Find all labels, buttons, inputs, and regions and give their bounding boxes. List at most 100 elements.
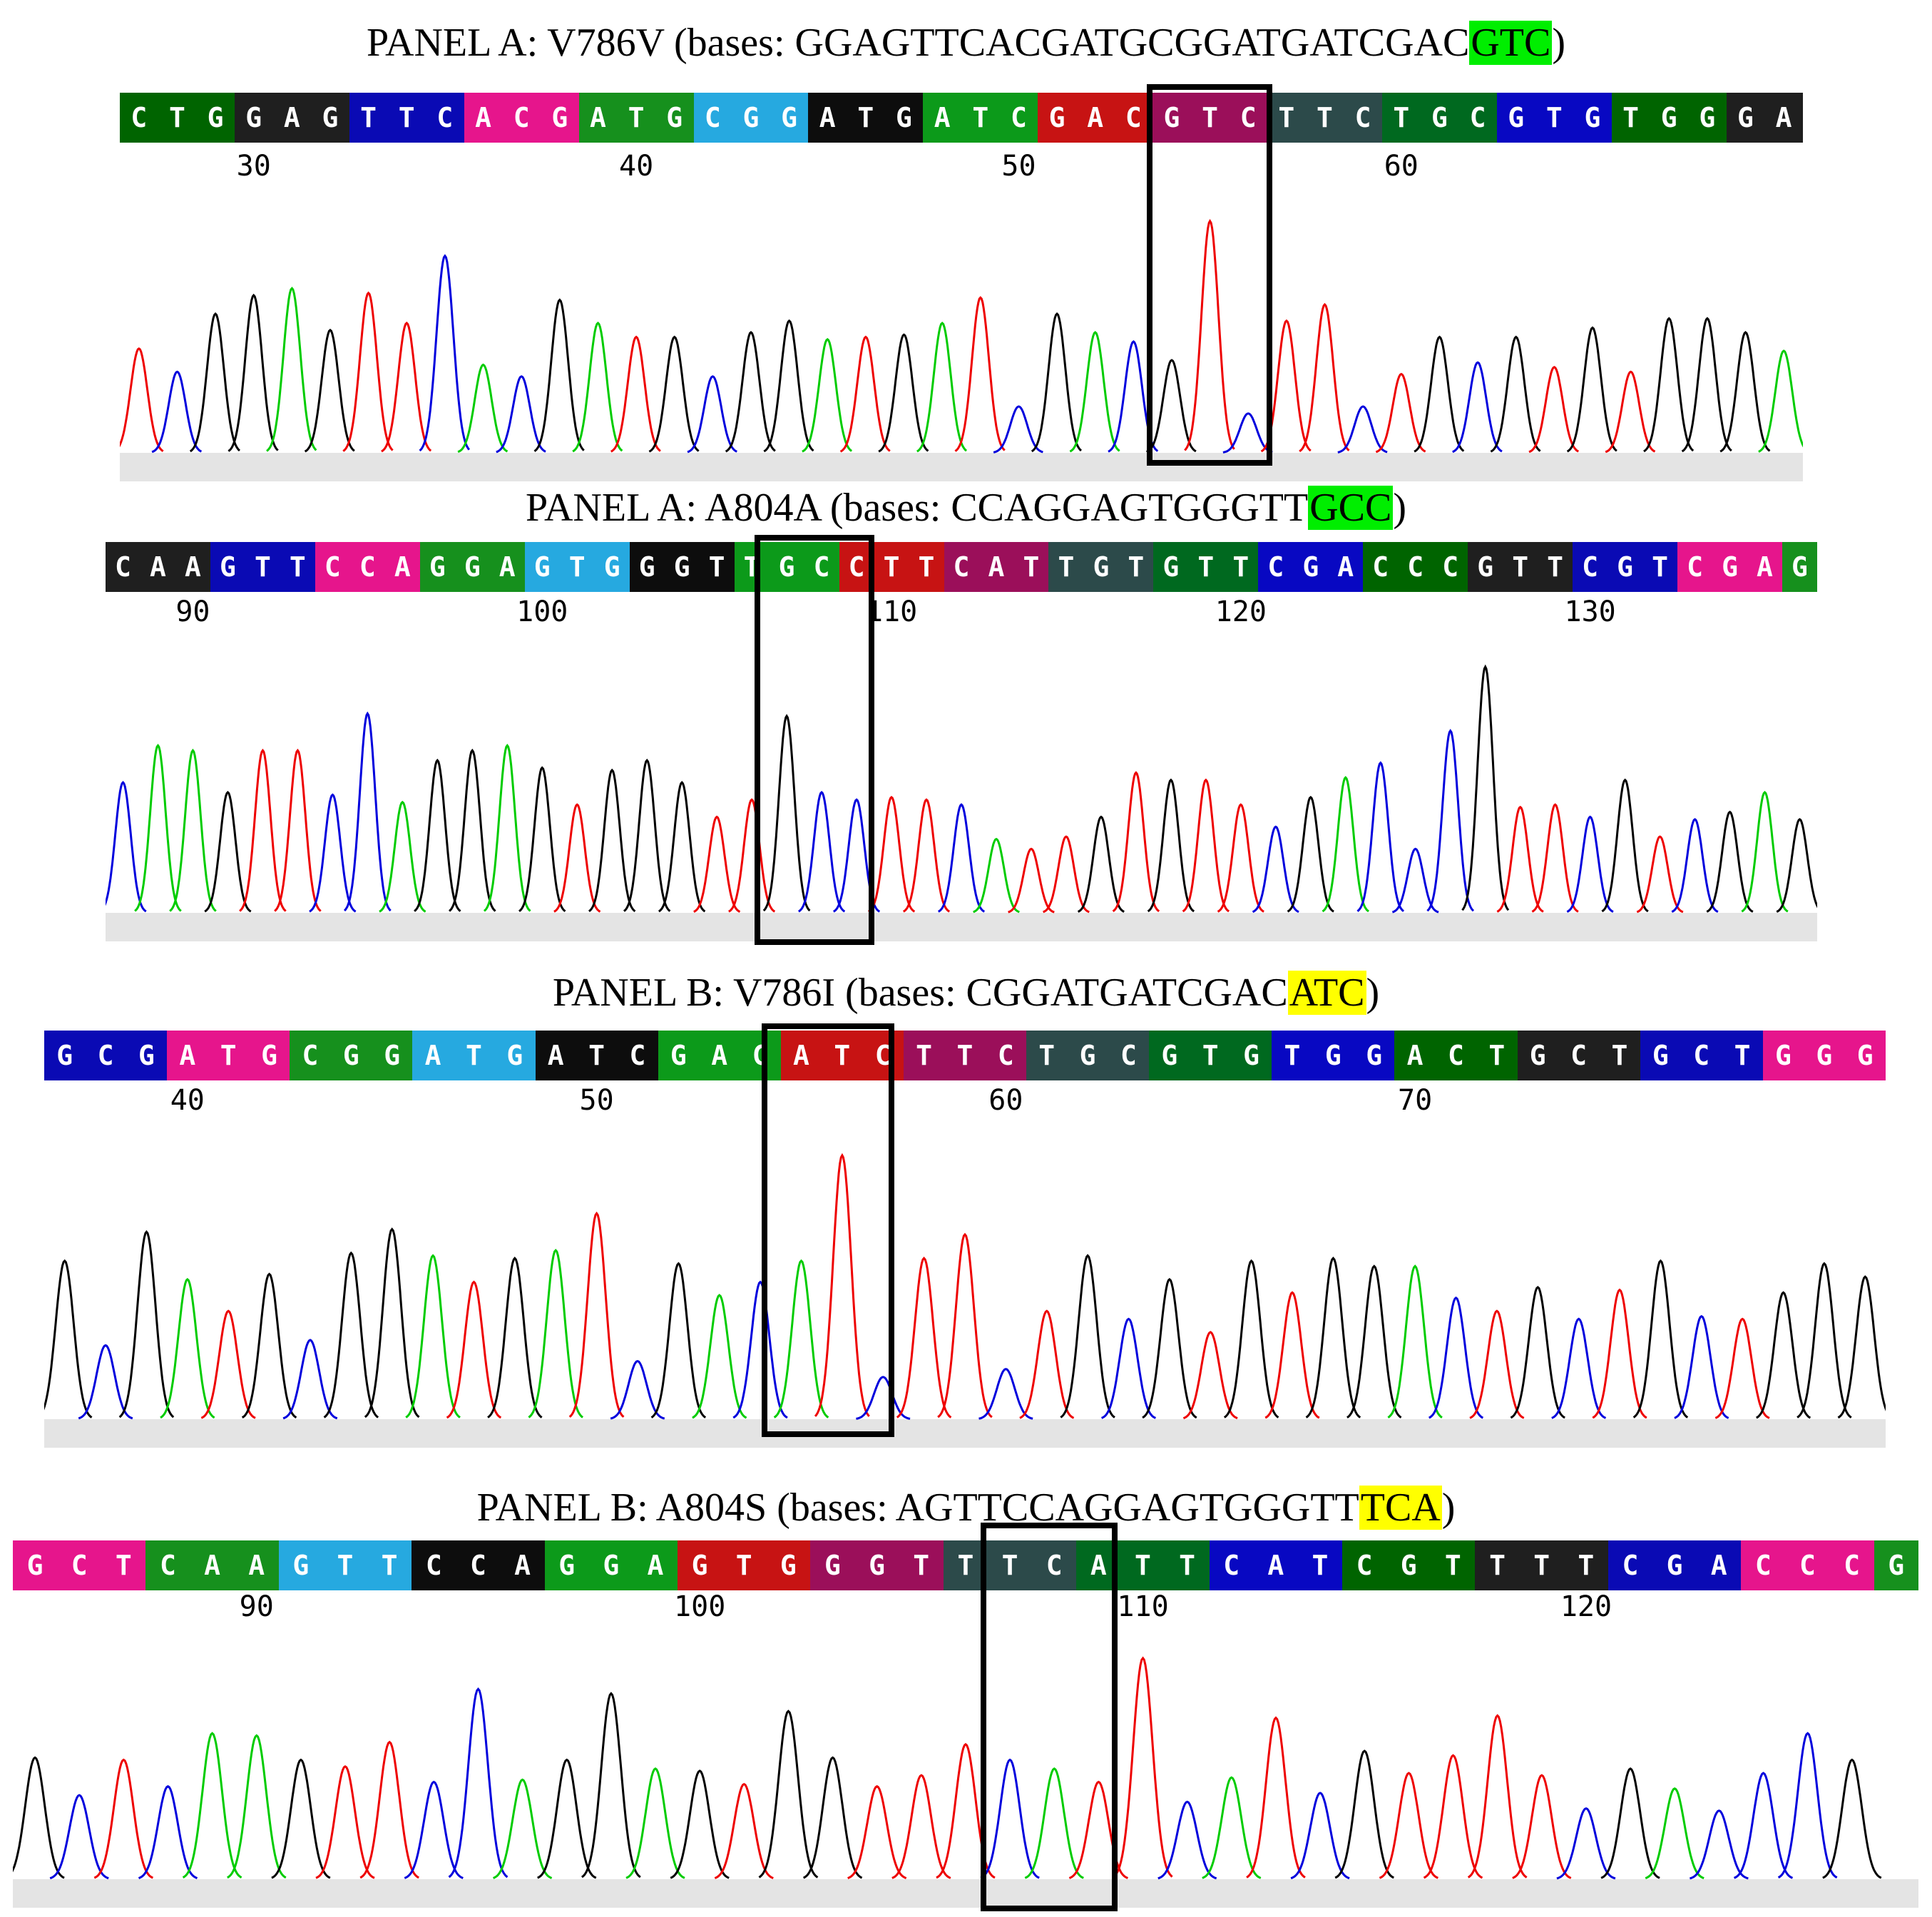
- trace-peak: [487, 1257, 543, 1418]
- base-call-letter: G: [670, 1040, 687, 1071]
- trace-peak: [1024, 1767, 1084, 1879]
- base-call-letter: G: [1792, 551, 1808, 583]
- base-call-letter: C: [1223, 1550, 1240, 1581]
- base-call-letter: C: [1046, 1550, 1063, 1581]
- position-tick-label: 60: [988, 1084, 1023, 1117]
- base-call-letter: C: [513, 102, 530, 133]
- trace-peak: [1217, 803, 1264, 913]
- trace-peak: [169, 748, 217, 912]
- position-tick-label: 100: [674, 1590, 726, 1623]
- trace-peak: [1758, 349, 1803, 453]
- position-tick-label: 90: [239, 1590, 274, 1623]
- base-call-letter: T: [465, 1040, 482, 1071]
- position-ruler: 90 100 110 120 130: [106, 595, 1817, 638]
- panel-title: PANEL B: A804S (bases: AGTTCCAGGAGTGGGTT…: [0, 1485, 1932, 1530]
- position-ruler: 90 100 110 120: [13, 1590, 1918, 1633]
- trace-peak: [1147, 778, 1195, 913]
- trace-peak: [1714, 1317, 1770, 1419]
- base-call-letter: G: [1652, 1040, 1669, 1071]
- trace-peak: [49, 1794, 109, 1880]
- trace-peak: [493, 1778, 553, 1879]
- base-call-letter: G: [1660, 102, 1677, 133]
- trace-peak: [978, 1368, 1033, 1420]
- title-prefix: PANEL B: V786I (bases: CGGATGATCGAC: [552, 971, 1288, 1015]
- trace-peak: [553, 803, 601, 913]
- trace-peak: [670, 1769, 730, 1879]
- base-call-letter: T: [834, 1040, 851, 1071]
- title-suffix: ): [1441, 1486, 1456, 1530]
- trace-peak: [1531, 803, 1579, 913]
- trace-peak: [457, 363, 508, 453]
- trace-peak: [1305, 1257, 1361, 1418]
- base-call-letter: C: [1693, 1040, 1710, 1071]
- trace-peak: [623, 758, 671, 912]
- trace-peak: [773, 1259, 829, 1418]
- base-call-letter: C: [71, 1550, 88, 1581]
- trace-peak: [625, 1767, 685, 1879]
- trace-peak: [814, 1152, 870, 1417]
- base-call-letter: G: [26, 1550, 44, 1581]
- base-call-letter: G: [1163, 102, 1180, 133]
- base-call-letter: G: [1666, 1550, 1683, 1581]
- base-call-letter: T: [1489, 1550, 1506, 1581]
- base-call-letter: A: [248, 1550, 265, 1581]
- base-call-letter: T: [360, 102, 377, 133]
- trace-peak: [118, 1230, 175, 1418]
- base-call-letter: G: [1366, 1040, 1383, 1071]
- base-call-letter: T: [1545, 102, 1563, 133]
- trace-peak: [1756, 1291, 1811, 1419]
- trace-peak: [1264, 1291, 1320, 1419]
- trace-peak: [993, 405, 1043, 454]
- base-call-letter: C: [1240, 102, 1257, 133]
- trace-peak: [1777, 1732, 1838, 1878]
- trace-peak: [414, 758, 461, 912]
- position-tick-label: 130: [1564, 595, 1616, 628]
- base-call-letter: G: [1816, 1040, 1833, 1071]
- trace-peak: [160, 1277, 215, 1419]
- trace-peak: [937, 1232, 993, 1418]
- trace-peak: [200, 1309, 256, 1419]
- title-highlight: GCC: [1308, 486, 1394, 530]
- base-call-letter: T: [918, 551, 935, 583]
- base-call-letter: A: [1406, 1040, 1424, 1071]
- base-call-letter: C: [1120, 1040, 1137, 1071]
- trace-peak: [1733, 1772, 1794, 1879]
- chromatogram-panel: PANEL B: A804S (bases: AGTTCCAGGAGTGGGTT…: [0, 1476, 1932, 1917]
- base-call-letter: T: [628, 102, 645, 133]
- trace-peak: [1031, 312, 1082, 453]
- base-call-letter: T: [1393, 102, 1410, 133]
- base-call-letter: A: [1267, 1550, 1284, 1581]
- base-call-letter: T: [857, 102, 874, 133]
- base-call-letter: G: [551, 102, 568, 133]
- trace-peak: [1690, 1809, 1749, 1880]
- trace-peak: [1008, 847, 1055, 914]
- trace-peak: [528, 1248, 583, 1418]
- trace-peak: [342, 291, 394, 452]
- title-suffix: ): [1393, 486, 1406, 530]
- trace-peak: [182, 1732, 242, 1878]
- trace-peak: [106, 780, 147, 913]
- base-call-letter: T: [1312, 1550, 1329, 1581]
- chromatogram-panel: PANEL B: V786I (bases: CGGATGATCGACATC) …: [0, 970, 1932, 1483]
- trace-peak: [1636, 835, 1684, 914]
- base-call-letter: C: [704, 102, 721, 133]
- trace-peak: [1452, 361, 1503, 453]
- base-call-letter: T: [289, 551, 306, 583]
- base-call-letter: G: [666, 102, 683, 133]
- base-call-letter: T: [1278, 102, 1295, 133]
- trace-peak: [1337, 405, 1388, 454]
- trace-peak: [867, 795, 916, 913]
- base-call-letter: G: [1048, 102, 1065, 133]
